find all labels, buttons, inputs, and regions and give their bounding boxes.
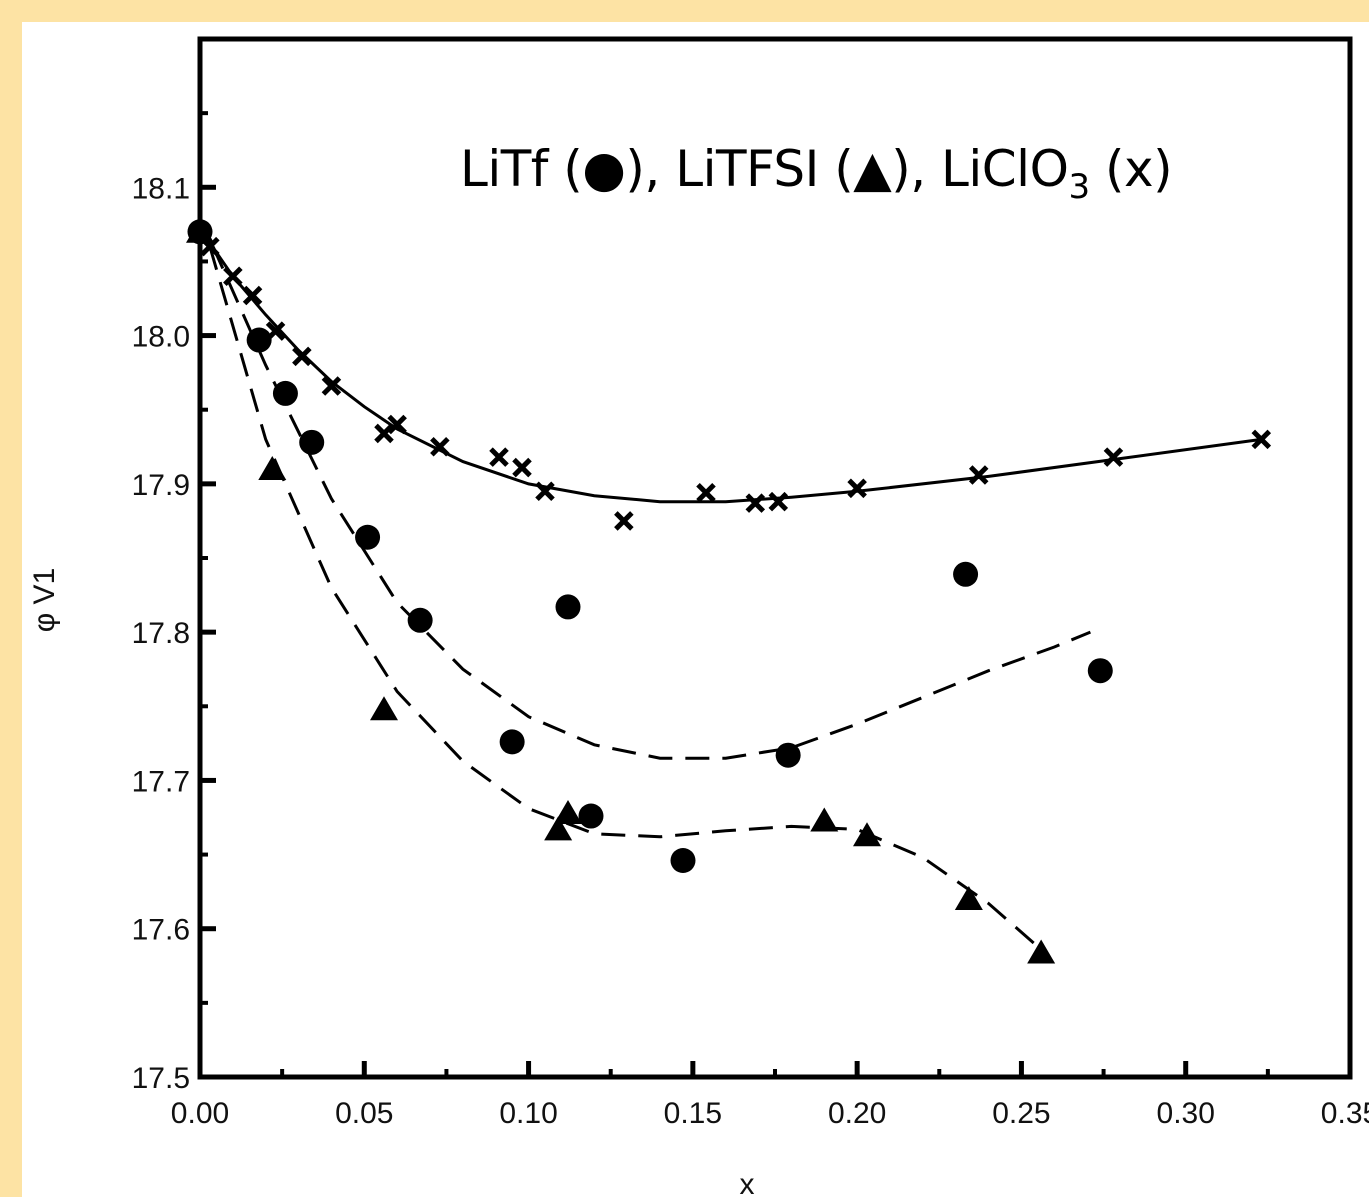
data-point-litfsi [370, 696, 398, 721]
data-point-litf [953, 561, 979, 587]
fit-curve-litf [211, 245, 1091, 760]
data-point-litf [578, 803, 604, 829]
data-point-liclo3 [190, 222, 210, 242]
data-point-litf [299, 429, 325, 455]
x-tick-label: 0.35 [1321, 1097, 1369, 1130]
data-point-liclo3 [1251, 429, 1272, 450]
data-point-litf [670, 848, 696, 874]
chart-legend-title: LiTf (●), LiTFSI (▲), LiClO3 (x) [460, 140, 1173, 207]
data-point-liclo3 [745, 493, 766, 513]
y-tick-label: 17.9 [132, 469, 190, 502]
data-point-liclo3 [374, 423, 394, 444]
data-point-litf [775, 742, 801, 768]
data-point-liclo3 [968, 465, 989, 485]
data-point-litfsi [258, 456, 287, 481]
data-point-liclo3 [223, 266, 243, 287]
data-point-liclo3 [1103, 447, 1124, 467]
legend-text-main: LiTf (●), LiTFSI (▲), LiClO [460, 140, 1069, 198]
x-tick-label: 0.25 [992, 1097, 1050, 1130]
y-tick-label: 18.0 [132, 321, 190, 354]
data-point-liclo3 [847, 478, 867, 499]
chart-canvas: 0.00 0.05 0.10 0.15 0.20 0.25 0.30 0.35 17.5 17.6… [28, 36, 1369, 1197]
y-tick-label: 17.6 [132, 914, 190, 947]
data-point-liclo3 [265, 321, 286, 341]
y-tick-label: 17.5 [132, 1062, 190, 1095]
data-point-litf [499, 729, 525, 755]
data-point-liclo3 [614, 511, 634, 531]
data-point-litfsi [810, 807, 839, 832]
data-point-liclo3 [535, 481, 555, 502]
data-point-liclo3 [696, 482, 716, 503]
x-axis-label: x [740, 1168, 755, 1197]
x-tick-label: 0.00 [171, 1097, 229, 1130]
data-point-litf [355, 524, 381, 550]
data-point-litf [555, 594, 581, 620]
data-point-litfsi [554, 800, 582, 825]
y-tick-label: 17.8 [132, 617, 190, 650]
x-tick-label: 0.10 [499, 1097, 557, 1130]
fit-curve-liclo3 [198, 227, 1262, 504]
y-axis-label: φ V1 [28, 568, 61, 632]
y-tick-label: 17.7 [132, 765, 190, 798]
x-tick-label: 0.05 [335, 1097, 393, 1130]
data-point-litfsi [544, 816, 573, 841]
data-point-liclo3 [512, 457, 532, 478]
data-point-litfsi [853, 822, 881, 847]
data-point-liclo3 [489, 447, 509, 467]
data-point-liclo3 [292, 346, 312, 367]
data-point-litf [272, 380, 298, 406]
data-point-liclo3 [430, 437, 450, 457]
legend-text-subscript: 3 [1068, 167, 1090, 207]
data-point-litf [246, 327, 272, 353]
y-tick-label: 18.1 [132, 172, 190, 205]
data-point-liclo3 [321, 376, 342, 396]
data-point-litfsi [954, 886, 983, 911]
x-tick-label: 0.20 [828, 1097, 886, 1130]
data-point-liclo3 [387, 414, 407, 435]
x-tick-label: 0.15 [664, 1097, 722, 1130]
data-point-liclo3 [200, 236, 220, 257]
chart-panel: 0.00 0.05 0.10 0.15 0.20 0.25 0.30 0.35 17.5 17.6… [22, 22, 1369, 1197]
x-tick-label: 0.30 [1157, 1097, 1215, 1130]
fit-curve-litfsi [208, 246, 1043, 951]
data-point-liclo3 [768, 491, 789, 512]
data-point-liclo3 [242, 285, 263, 306]
legend-text-tail: (x) [1089, 140, 1173, 198]
data-point-litfsi [1027, 939, 1056, 964]
data-point-litf [407, 607, 433, 633]
data-point-litf [1087, 658, 1113, 684]
